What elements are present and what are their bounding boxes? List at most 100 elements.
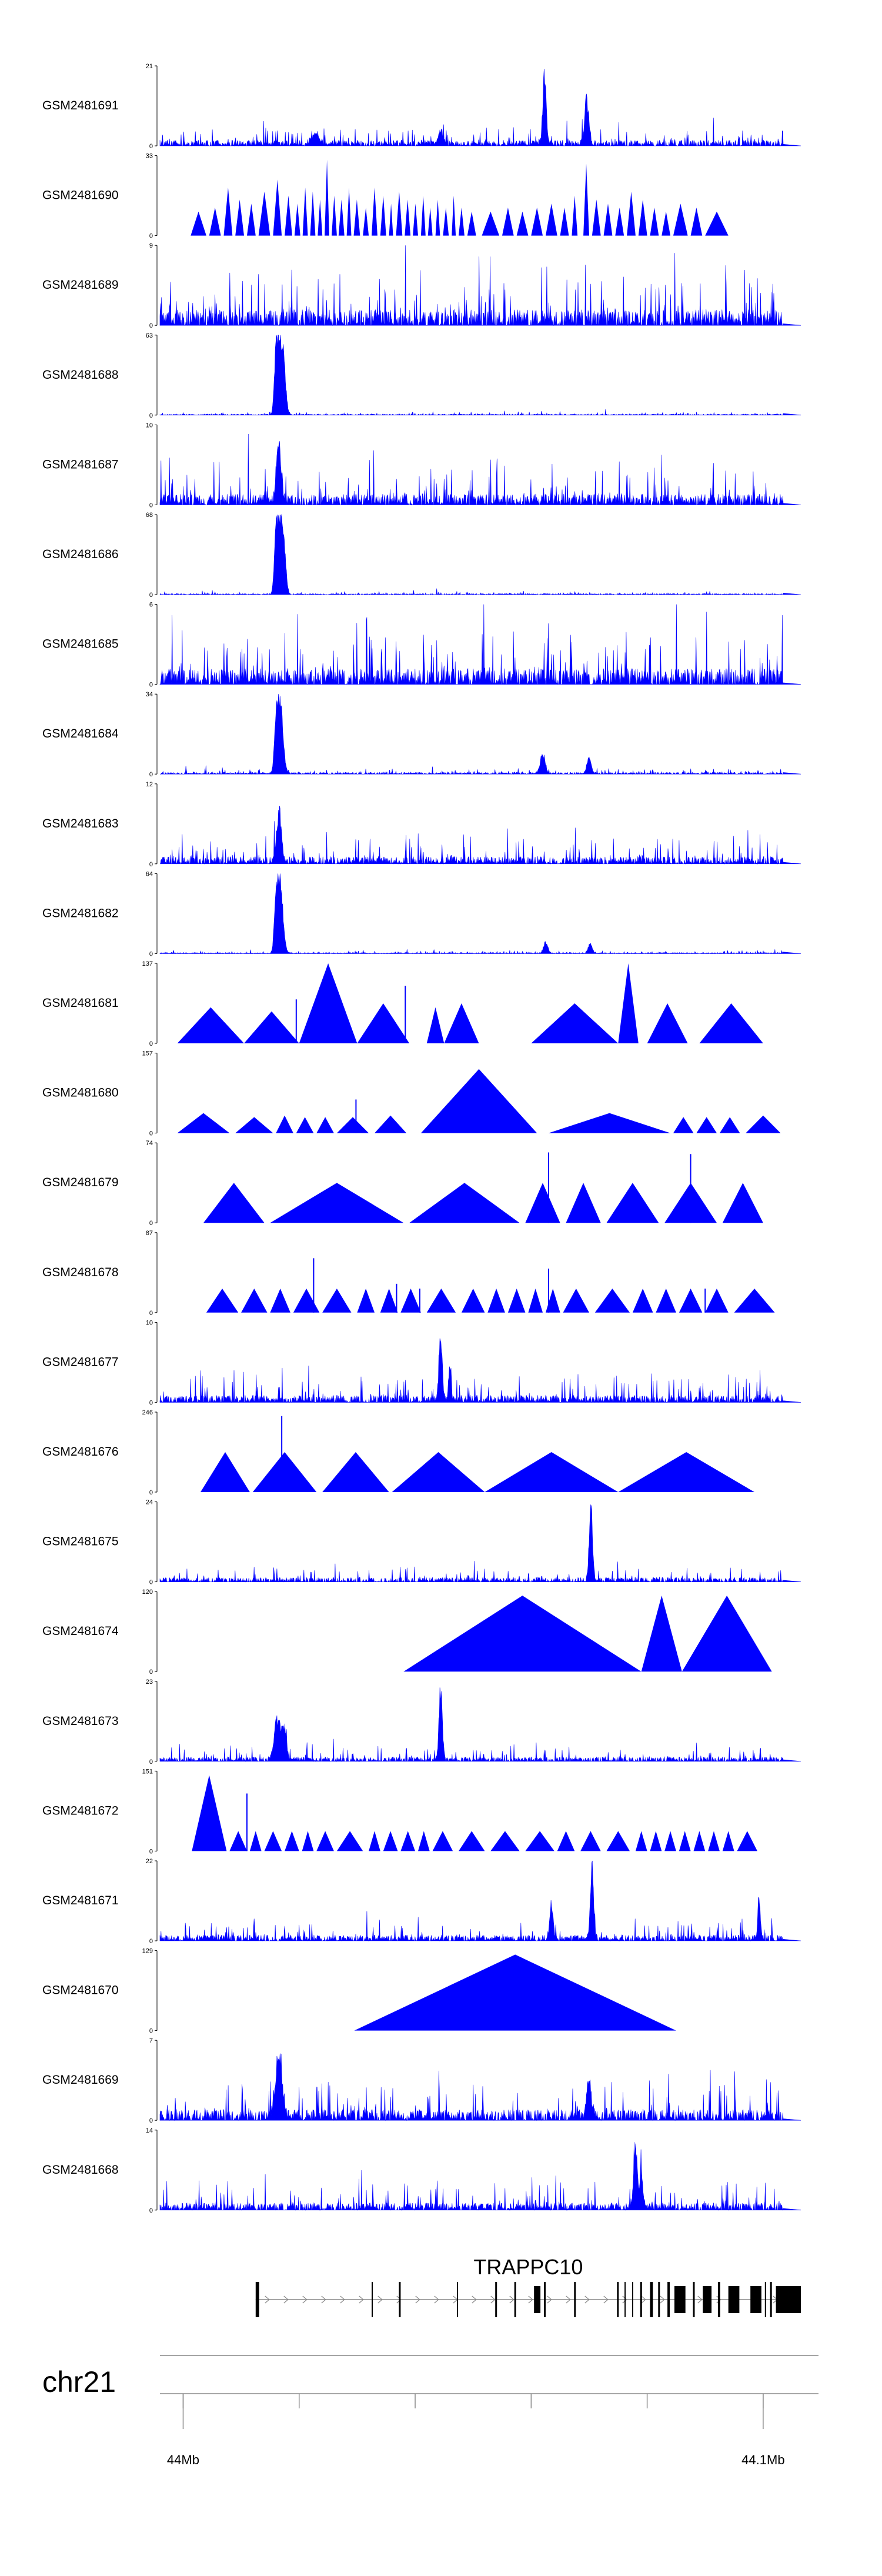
track-gsm2481690: GSM2481690 33 0 [42, 153, 729, 240]
coverage-segment [461, 1289, 485, 1313]
strand-chevron [528, 2295, 533, 2304]
exon [658, 2282, 660, 2317]
coverage-segment [444, 1003, 479, 1043]
coverage-segment [420, 1069, 537, 1133]
coverage-segment [705, 211, 729, 236]
track-gsm2481673: GSM2481673 23 0 [42, 1679, 801, 1766]
coverage-segment [357, 1003, 410, 1043]
coverage-segment [656, 1289, 676, 1313]
exon [544, 2282, 546, 2317]
exon [764, 2282, 766, 2317]
coverage-segment [400, 1289, 421, 1313]
coverage-area [159, 2142, 801, 2211]
y-tick-label-max: 24 [146, 1499, 153, 1506]
track-label: GSM2481679 [42, 1176, 119, 1189]
coverage-area [160, 806, 801, 865]
coverage-segment [235, 1117, 273, 1133]
coverage-segment [516, 211, 529, 236]
strand-chevron [415, 2295, 420, 2304]
coverage-segment [363, 208, 369, 236]
coverage-segment [392, 1452, 485, 1492]
strand-chevron [340, 2295, 345, 2304]
coverage-segment [296, 1117, 314, 1133]
coverage-segment [249, 1831, 262, 1851]
axis-tick-label: 44Mb [167, 2452, 199, 2467]
coverage-segment [635, 1831, 647, 1851]
coverage-segment [380, 1289, 398, 1313]
coverage-segment [531, 1003, 619, 1043]
exon [667, 2282, 670, 2317]
y-tick-label-zero: 0 [149, 1579, 153, 1586]
y-tick-label-max: 63 [146, 332, 153, 339]
coverage-segment [467, 211, 476, 236]
coverage-area [159, 604, 801, 685]
track-gsm2481677: GSM2481677 10 0 [42, 1319, 801, 1406]
coverage-segment [560, 208, 569, 236]
y-tick-label-max: 87 [146, 1230, 153, 1237]
strand-chevron [377, 2295, 383, 2304]
y-tick-label-zero: 0 [149, 2207, 153, 2214]
coverage-segment [650, 208, 659, 236]
coverage-segment [403, 1596, 642, 1672]
coverage-segment [679, 1289, 703, 1313]
coverage-segment [372, 188, 377, 236]
coverage-segment [531, 208, 543, 236]
strand-chevron [697, 2295, 703, 2304]
coverage-segment [632, 1289, 653, 1313]
coverage-segment [285, 195, 292, 236]
exon [640, 2282, 642, 2317]
coverage-segment [734, 1289, 775, 1313]
y-tick-label-zero: 0 [149, 1759, 153, 1766]
coverage-segment [302, 1831, 314, 1851]
track-gsm2481687: GSM2481687 10 0 [42, 422, 801, 509]
coverage-segment [293, 1289, 320, 1313]
y-tick-label-max: 12 [146, 781, 153, 788]
track-label: GSM2481684 [42, 727, 119, 740]
coverage-area [159, 433, 801, 506]
coverage-segment [641, 1596, 682, 1672]
coverage-segment [650, 1831, 662, 1851]
y-tick-label-zero: 0 [149, 950, 153, 957]
coverage-segment [679, 1831, 691, 1851]
exon [776, 2286, 801, 2313]
strand-chevron [265, 2295, 270, 2304]
track-gsm2481679: GSM2481679 74 0 [42, 1140, 763, 1227]
track-label: GSM2481670 [42, 1984, 119, 1997]
track-label: GSM2481681 [42, 996, 119, 1010]
y-tick-label-max: 151 [142, 1768, 153, 1775]
strand-chevron [641, 2295, 646, 2304]
coverage-segment [241, 1289, 268, 1313]
coverage-segment [548, 1113, 671, 1133]
coverage-segment [690, 208, 703, 236]
y-tick-label-max: 14 [146, 2127, 153, 2134]
coverage-segment [638, 199, 647, 236]
coverage-segment [699, 1003, 763, 1043]
coverage-segment [223, 188, 233, 236]
y-tick-label-zero: 0 [149, 1399, 153, 1406]
strand-chevron [547, 2295, 552, 2304]
coverage-segment [426, 1289, 456, 1313]
coverage-segment [389, 203, 393, 236]
y-tick-label-max: 21 [146, 63, 153, 70]
coverage-segment [502, 208, 514, 236]
tracks-layer: GSM2481691210GSM2481690330GSM248168990GS… [42, 63, 801, 2214]
track-label: GSM2481675 [42, 1535, 119, 1549]
y-tick-label-zero: 0 [149, 2028, 153, 2035]
coverage-segment [318, 199, 323, 236]
track-gsm2481688: GSM2481688 63 0 [42, 332, 801, 419]
coverage-segment [566, 1183, 601, 1223]
coverage-segment [426, 1007, 445, 1043]
y-tick-label-zero: 0 [149, 1310, 153, 1317]
y-tick-label-zero: 0 [149, 1220, 153, 1227]
strand-chevron [434, 2295, 439, 2304]
track-gsm2481681: GSM2481681 137 0 [42, 960, 763, 1047]
coverage-segment [192, 1775, 227, 1851]
y-tick-label-max: 33 [146, 153, 153, 160]
coverage-segment [353, 199, 360, 236]
y-tick-label-max: 10 [146, 1319, 153, 1326]
coverage-segment [273, 179, 282, 236]
exon [372, 2282, 373, 2317]
coverage-segment [338, 199, 345, 236]
coverage-segment [427, 208, 433, 236]
coverage-area [159, 69, 801, 147]
